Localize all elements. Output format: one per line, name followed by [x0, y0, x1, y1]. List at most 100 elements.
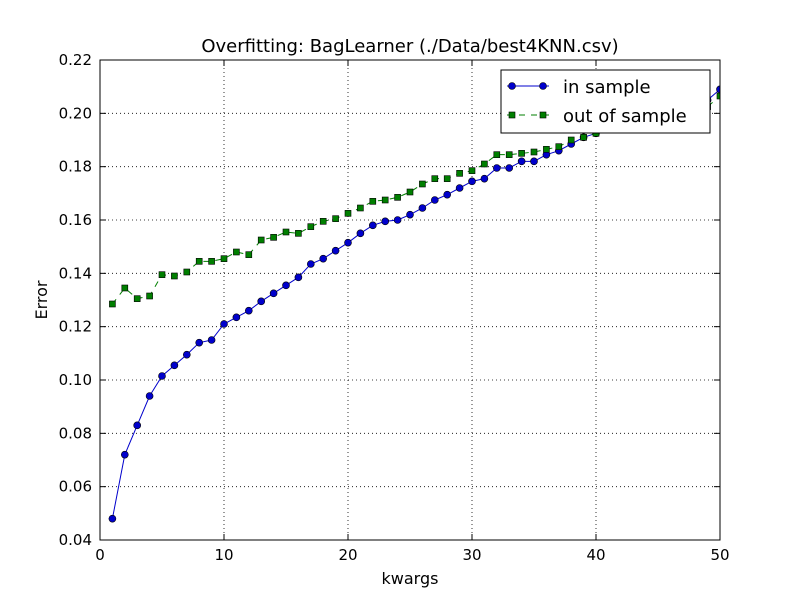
data-point-out-of-sample — [133, 295, 141, 302]
data-point-out-of-sample — [381, 196, 389, 204]
y-tick-label: 0.22 — [59, 51, 92, 69]
data-point-in-sample — [393, 216, 402, 224]
y-tick-label: 0.14 — [59, 264, 92, 282]
legend-marker-in-sample — [539, 82, 547, 90]
y-tick-label: 0.10 — [59, 371, 92, 389]
y-tick-label: 0.20 — [59, 104, 92, 122]
data-point-out-of-sample — [146, 292, 153, 300]
legend: in sample out of sample — [500, 69, 711, 134]
data-point-out-of-sample — [518, 150, 525, 157]
data-point-out-of-sample — [406, 188, 414, 196]
data-point-out-of-sample — [543, 146, 550, 153]
data-point-out-of-sample — [183, 268, 191, 276]
data-point-out-of-sample — [431, 175, 439, 182]
data-point-in-sample — [356, 229, 365, 238]
data-point-in-sample — [232, 313, 241, 322]
legend-box — [500, 69, 711, 134]
y-tick-label: 0.18 — [59, 158, 92, 176]
data-point-out-of-sample — [233, 248, 240, 256]
legend-marker-out-of-sample — [539, 111, 547, 119]
chart-title: Overfitting: BagLearner (./Data/best4KNN… — [201, 36, 618, 57]
data-point-in-sample — [331, 246, 340, 255]
data-point-out-of-sample — [530, 148, 538, 156]
data-point-out-of-sample — [580, 134, 587, 141]
y-tick-label: 0.12 — [59, 318, 92, 336]
data-point-in-sample — [108, 514, 117, 523]
data-point-in-sample — [344, 238, 352, 247]
data-point-out-of-sample — [195, 258, 203, 265]
x-tick-label: 50 — [710, 546, 729, 564]
data-point-out-of-sample — [394, 194, 401, 201]
data-point-out-of-sample — [295, 230, 302, 237]
data-point-in-sample — [492, 164, 501, 172]
data-point-in-sample — [220, 320, 228, 328]
data-point-in-sample — [418, 204, 427, 212]
data-point-in-sample — [368, 221, 377, 230]
data-point-in-sample — [430, 196, 439, 204]
legend-label-out-of-sample: out of sample — [563, 106, 687, 127]
plot-frame — [99, 59, 721, 541]
data-point-out-of-sample — [493, 151, 501, 158]
data-point-in-sample — [158, 372, 166, 380]
data-point-out-of-sample — [555, 143, 563, 150]
data-point-in-sample — [282, 281, 290, 290]
legend-label-in-sample: in sample — [563, 77, 651, 98]
data-point-out-of-sample — [208, 258, 215, 265]
data-point-in-sample — [195, 338, 203, 347]
data-point-in-sample — [406, 210, 414, 219]
data-point-out-of-sample — [481, 160, 488, 168]
x-axis-label: kwargs — [382, 569, 439, 588]
data-point-in-sample — [170, 361, 179, 370]
data-point-in-sample — [505, 164, 514, 172]
y-axis-label: Error — [32, 280, 51, 319]
data-point-out-of-sample — [344, 210, 352, 217]
data-point-out-of-sample — [319, 218, 327, 225]
data-point-out-of-sample — [158, 271, 166, 278]
y-tick-label: 0.16 — [59, 211, 92, 229]
data-point-in-sample — [319, 254, 328, 263]
data-point-out-of-sample — [307, 223, 315, 230]
x-tick-label: 20 — [338, 546, 357, 564]
data-point-out-of-sample — [270, 234, 277, 241]
y-tick-label: 0.08 — [59, 424, 92, 442]
data-point-out-of-sample — [369, 198, 377, 205]
data-point-in-sample — [145, 392, 154, 400]
legend-marker-in-sample — [508, 82, 516, 90]
data-point-out-of-sample — [220, 255, 228, 262]
y-tick-label: 0.06 — [59, 478, 92, 496]
x-tick-label: 40 — [586, 546, 605, 564]
y-tick-label: 0.04 — [59, 531, 92, 549]
axis-ticks: 0 10 20 30 40 50 0.04 0.06 0.08 0.10 0.12 0.14 0.16 0… — [59, 51, 730, 564]
data-point-out-of-sample — [419, 180, 426, 188]
data-point-out-of-sample — [456, 170, 463, 177]
data-point-out-of-sample — [171, 272, 178, 280]
data-point-in-sample — [443, 190, 452, 199]
x-tick-label: 0 — [95, 546, 105, 564]
data-point-out-of-sample — [121, 284, 129, 292]
data-point-out-of-sample — [505, 151, 513, 158]
data-point-out-of-sample — [332, 215, 339, 222]
data-point-out-of-sample — [257, 236, 265, 244]
x-tick-label: 30 — [462, 546, 481, 564]
data-point-out-of-sample — [716, 92, 720, 100]
legend-marker-out-of-sample — [508, 111, 516, 119]
data-point-in-sample — [121, 450, 129, 459]
data-point-out-of-sample — [245, 251, 253, 258]
data-point-in-sample — [257, 297, 266, 306]
data-point-in-sample — [207, 336, 216, 344]
data-point-in-sample — [480, 174, 489, 183]
data-point-out-of-sample — [282, 228, 290, 236]
legend-entry-in-sample: in sample — [507, 77, 651, 98]
data-point-in-sample — [133, 421, 141, 430]
data-point-in-sample — [306, 260, 315, 268]
data-point-in-sample — [716, 85, 720, 94]
data-point-in-sample — [455, 184, 464, 192]
x-tick-label: 10 — [214, 546, 233, 564]
data-point-in-sample — [530, 157, 538, 166]
data-point-in-sample — [517, 157, 526, 166]
data-point-in-sample — [245, 306, 253, 315]
data-point-in-sample — [381, 217, 390, 226]
legend-entry-out-of-sample: out of sample — [507, 106, 687, 127]
